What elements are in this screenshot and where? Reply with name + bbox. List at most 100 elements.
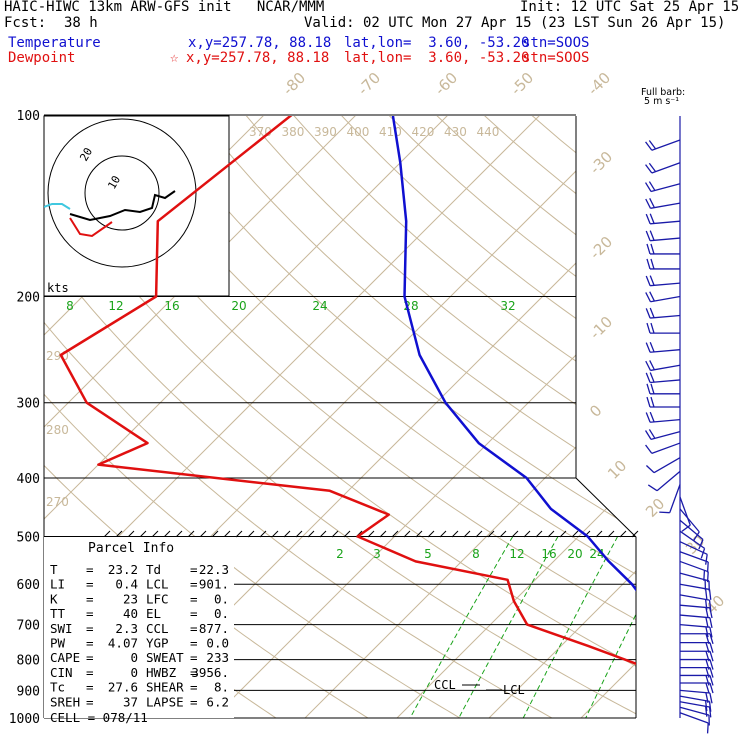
hatch-mark [439,530,447,538]
mixing-ratio-label: 5 [424,547,432,561]
wind-barb-staff [679,583,710,591]
wind-barb [645,275,681,287]
parcel-equals: = [190,650,198,665]
hatch-mark [211,530,219,538]
wind-barb-flag [659,511,670,514]
wind-barb-staff [679,712,709,724]
wind-barb-flag [709,667,714,678]
pressure-tick-label: 200 [17,291,40,306]
dry-adiabat-line [44,116,636,718]
wind-barb-flag [645,213,651,225]
parcel-equals: = [86,577,94,592]
temperature-latlon: lat,lon= 3.60, -53.20 [344,35,530,51]
wind-barb-staff [650,220,681,225]
wind-barb-flag [647,484,658,492]
parcel-value: 0 [130,650,138,665]
dewpoint-curve [59,116,636,716]
wind-barb-flag [645,372,651,383]
hatch-mark [607,530,615,538]
wind-barb-flag [709,627,713,638]
parcel-label: LCL [146,577,169,592]
wind-barb-staff [679,551,709,563]
isotherm-line [660,115,740,731]
hatch-mark [499,530,507,538]
parcel-value: 0. [214,591,229,606]
pressure-tick-label: 100 [17,109,40,124]
wind-barb-flag [646,322,651,334]
dry-adiabat-line [292,116,636,718]
dry-adiabat-line [722,115,740,731]
parcel-label: CAPE [50,650,80,665]
wind-barb-flag [645,275,651,286]
wind-barb-flag [705,682,710,694]
wind-barb-flag [650,383,655,395]
wind-barb-staff [650,183,681,193]
wind-barb-flag [645,412,651,423]
hodograph-box [43,115,230,297]
parcel-value: 0 [130,665,138,680]
hatch-mark [571,530,579,538]
pressure-tick-label: 800 [17,654,40,669]
parcel-label: SHEAR [146,680,184,695]
wind-barb-flag [708,589,712,600]
isotherm-label: 10 [604,457,630,483]
wind-barb-flag [646,258,651,270]
parcel-equals: = [190,636,198,651]
wind-barb-staff [679,560,709,573]
wind-barb-flag [644,182,652,192]
wind-barb [659,484,681,514]
wind-barb-staff [650,379,681,384]
wind-barb [645,213,681,225]
mixing-ratio-line [451,536,559,718]
mixing-ratio-label: 12 [509,547,524,561]
level-markers: CCL LCL [434,678,525,697]
hatch-mark [343,530,351,538]
wind-barb-flag [648,140,657,150]
parcel-label: SWEAT [146,650,184,665]
parcel-equals: = [190,562,198,577]
parcel-label: CIN [50,665,73,680]
parcel-value: 0.4 [115,577,138,592]
mixing-ratio-label: 20 [231,299,246,313]
hatch-mark [427,530,435,538]
mixing-ratio-labels: 8 12 16 20 24 28 322 3 5 8 12 16 20 24 [66,299,604,561]
wind-barb [645,360,681,372]
wind-barb [679,712,709,734]
theta-label: 380 [282,125,305,139]
wind-barb-flag [706,561,709,573]
wind-barb [645,442,681,454]
wind-barb [680,682,714,694]
wind-barb-flag [648,181,656,191]
wind-barb-flag [649,213,655,224]
wind-barb [679,706,710,726]
isotherm-line [44,116,541,718]
mixing-ratio-line [711,537,740,731]
isotherm-label: 20 [642,495,668,521]
isotherm-line [44,116,357,718]
hodograph-inset: 20 10 kts [43,115,230,297]
forecast-label: Fcst: [4,15,47,31]
temperature-curve [391,116,636,716]
parcel-equals: = [86,680,94,695]
wind-barb [680,674,714,686]
theta-label: 390 [314,125,337,139]
pressure-tick-label: 600 [17,578,40,593]
parcel-equals: = [86,591,94,606]
isotherm-label: -10 [586,313,616,343]
hatch-mark [631,530,639,538]
hatch-mark [379,530,387,538]
plot-title: HAIC-HIWC 13km ARW-GFS init NCAR/MMM [4,0,325,15]
wind-barb-flag [649,360,655,371]
hatch-mark [331,530,339,538]
parcel-label: Tc [50,680,65,695]
dewpoint-marker: ☆ [170,50,179,66]
sounding-curves [59,116,636,716]
hatch-mark [619,530,627,538]
wind-barb [645,372,681,384]
wind-barb-staff [656,470,681,492]
wind-barb-staff [679,689,710,694]
wind-barb [646,396,680,408]
hatch-mark [523,530,531,538]
parcel-table-bg [44,537,234,718]
